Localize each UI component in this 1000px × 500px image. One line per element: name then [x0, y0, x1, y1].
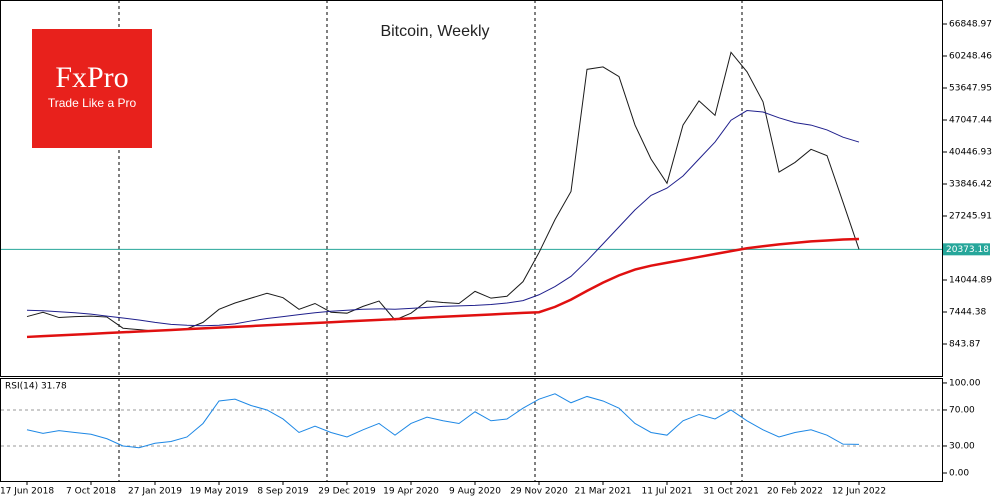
y-tick-label: 100.00 [949, 378, 981, 388]
y-tick-label: 7444.38 [949, 307, 986, 317]
y-tick-label: 60248.46 [949, 51, 992, 61]
x-tick-label: 20 Feb 2022 [767, 487, 823, 497]
y-tick-label: 53647.95 [949, 83, 992, 93]
chart-title: Bitcoin, Weekly [380, 23, 489, 40]
x-tick-label: 31 Oct 2021 [703, 487, 759, 497]
y-tick-label: 33846.42 [949, 179, 992, 189]
current-price-box [943, 243, 990, 256]
x-tick-label: 7 Oct 2018 [66, 487, 116, 497]
y-tick-label: 14044.89 [949, 275, 992, 285]
x-tick-label: 19 Apr 2020 [383, 487, 439, 497]
x-tick-label: 27 Jan 2019 [128, 487, 182, 497]
rsi-label: RSI(14) 31.78 [5, 382, 67, 392]
x-tick-label: 11 Jul 2021 [642, 487, 693, 497]
y-tick-label: 70.00 [949, 405, 975, 415]
y-tick-label: 47047.44 [949, 115, 992, 125]
logo: FxPro Trade Like a Pro [32, 29, 152, 148]
main-panel [0, 0, 943, 377]
x-tick-label: 8 Sep 2019 [257, 487, 309, 497]
y-tick-label: 40446.93 [949, 147, 992, 157]
x-tick-label: 29 Dec 2019 [318, 487, 376, 497]
logo-title: FxPro [55, 61, 128, 94]
y-tick-label: 66848.97 [949, 19, 992, 29]
rsi-panel [0, 378, 943, 482]
x-tick-label: 19 May 2019 [190, 487, 249, 497]
y-tick-label: 30.00 [949, 441, 975, 451]
logo-tagline: Trade Like a Pro [48, 96, 137, 110]
x-tick-label: 12 Jun 2022 [832, 487, 886, 497]
series-line [26, 393, 860, 449]
series-line [26, 237, 860, 339]
y-tick-label: 0.00 [949, 468, 969, 478]
y-tick-label: 27245.91 [949, 211, 992, 221]
x-tick-label: 29 Nov 2020 [510, 487, 568, 497]
x-tick-label: 21 Mar 2021 [574, 487, 631, 497]
x-tick-label: 9 Aug 2020 [449, 487, 501, 497]
current-price-label: 20373.18 [946, 245, 989, 255]
series-line [26, 110, 860, 327]
x-tick-label: 17 Jun 2018 [0, 487, 54, 497]
logo-box [32, 29, 152, 148]
y-tick-label: 843.87 [949, 339, 981, 349]
